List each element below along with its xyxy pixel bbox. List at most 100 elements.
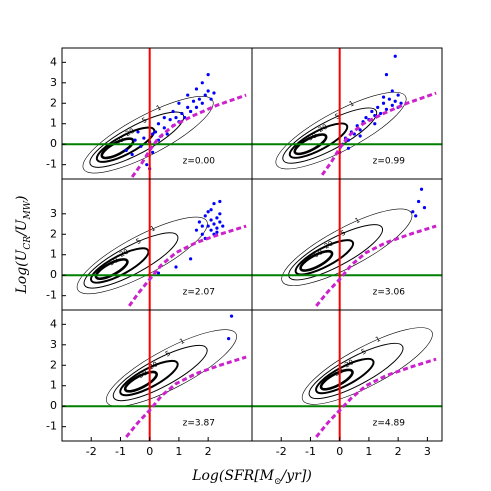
scatter-point — [133, 138, 137, 142]
scatter-point — [373, 122, 377, 126]
contour — [301, 327, 433, 405]
y-tick-label: 2 — [50, 227, 57, 240]
scatter-point — [227, 337, 231, 341]
contour-label: 50 — [137, 369, 149, 380]
scatter-point — [186, 105, 190, 109]
label-part: ⊙ — [274, 477, 282, 487]
contour — [123, 370, 158, 393]
contour — [119, 359, 179, 397]
annotation: z=3.06 — [373, 288, 406, 298]
contour-label: 5 — [339, 229, 347, 238]
scatter-point — [346, 146, 351, 150]
scatter-point — [215, 216, 219, 220]
contour — [90, 247, 150, 284]
scatter-point — [203, 214, 207, 218]
scatter-point — [358, 128, 362, 132]
contour — [281, 208, 413, 286]
contour-label: 1 — [354, 216, 362, 225]
contour — [315, 357, 375, 395]
scatter-point — [218, 220, 222, 224]
annotation: z=0.99 — [373, 157, 406, 167]
scatter-point — [197, 97, 201, 101]
contour-label: 20 — [323, 239, 335, 250]
scatter-point — [419, 187, 424, 191]
scatter-point — [206, 210, 210, 214]
scatter-point — [229, 314, 234, 318]
label-part: Log(U — [14, 248, 30, 294]
contour — [106, 329, 237, 407]
contour-label: 20 — [118, 248, 130, 259]
contour-label: 5 — [360, 347, 368, 356]
scatter-point — [194, 87, 199, 91]
contour — [288, 224, 384, 281]
contour-label: 50 — [108, 256, 120, 267]
scatter-point — [174, 265, 178, 269]
scatter-point — [212, 91, 216, 95]
panel-frame — [251, 309, 443, 442]
y-tick-label: 2 — [50, 358, 57, 371]
x-tick-label: 0 — [336, 445, 343, 458]
contour — [95, 126, 156, 163]
model-curve — [315, 357, 437, 438]
panel-frame — [251, 178, 443, 311]
scatter-point — [218, 199, 222, 204]
scatter-point — [381, 95, 386, 99]
scatter-point — [417, 199, 421, 204]
y-tick-label: -1 — [46, 158, 57, 171]
label-part: /U — [14, 218, 30, 238]
scatter-point — [206, 89, 210, 93]
scatter-point — [194, 105, 199, 109]
y-tick-label: 3 — [50, 207, 57, 220]
x-tick-label: 2 — [205, 445, 212, 458]
scatter-point — [209, 208, 213, 212]
contour — [76, 216, 208, 295]
scatter-point — [358, 134, 362, 138]
contour-label: 5 — [334, 112, 342, 121]
contour — [294, 239, 355, 276]
annotation: z=3.87 — [183, 419, 215, 429]
panel-frame — [251, 47, 443, 180]
x-tick-label: 3 — [424, 445, 431, 458]
contour-label: 50 — [313, 248, 325, 259]
scatter-point — [200, 81, 204, 85]
scatter-point — [189, 257, 193, 261]
scatter-point — [209, 97, 213, 101]
scatter-point — [186, 93, 190, 97]
contour-label: 1 — [149, 224, 157, 233]
scatter-point — [189, 109, 193, 114]
contour-label: 20 — [124, 127, 136, 138]
scatter-point — [399, 101, 403, 105]
scatter-point — [156, 122, 161, 126]
y-tick-label: 2 — [50, 96, 57, 109]
scatter-point — [168, 118, 172, 122]
y-tick-label: 4 — [50, 55, 57, 68]
x-tick-label: -2 — [276, 445, 287, 458]
scatter-point — [221, 224, 225, 228]
scatter-point — [151, 132, 155, 136]
model-curve — [130, 93, 247, 178]
scatter-point — [200, 232, 204, 236]
scatter-point — [218, 212, 222, 216]
annotation: z=4.89 — [373, 419, 406, 429]
y-tick-label: -1 — [46, 289, 57, 302]
y-tick-label: 1 — [50, 117, 57, 130]
scatter-point — [124, 148, 128, 152]
contour — [83, 232, 179, 289]
scatter-point — [171, 109, 175, 114]
scatter-point — [212, 201, 216, 206]
scatter-point — [200, 224, 204, 228]
scatter-point — [200, 101, 204, 105]
scatter-point — [370, 109, 374, 114]
contour-label: 5 — [135, 237, 143, 246]
contour — [299, 249, 334, 272]
label-part: /yr]) — [280, 468, 312, 484]
scatter-point — [130, 152, 134, 157]
x-tick-label: 0 — [146, 445, 153, 458]
y-tick-label: 4 — [50, 317, 57, 330]
contour-label: 50 — [114, 135, 126, 146]
